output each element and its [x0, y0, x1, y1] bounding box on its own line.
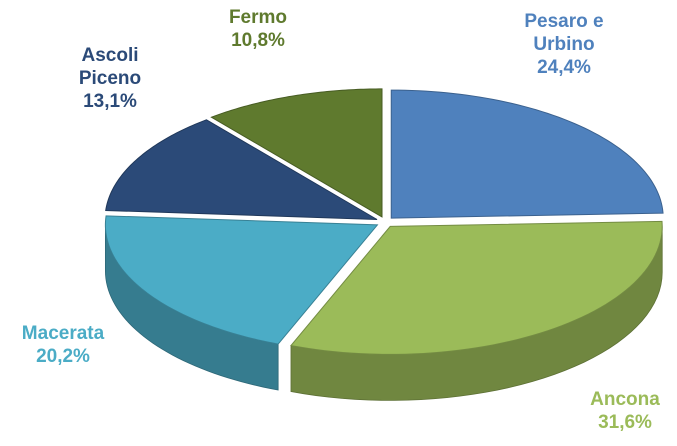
category-label: Fermo [228, 7, 288, 28]
slice-label: Macerata 20,2% [3, 322, 123, 368]
slice-label: Ascoli Piceno 13,1% [65, 44, 155, 113]
value-label: 31,6% [598, 412, 652, 433]
slice-tops [104, 88, 664, 355]
category-label: Ascoli Piceno [78, 45, 142, 89]
slice [210, 88, 383, 218]
category-label: Macerata [21, 323, 105, 344]
slice-label: Fermo 10,8% [203, 6, 313, 52]
category-label: Pesaro e Urbino [524, 11, 604, 55]
slice [390, 89, 664, 219]
value-label: 20,2% [36, 346, 90, 367]
value-label: 10,8% [231, 30, 285, 51]
slice-label: Ancona 31,6% [570, 388, 677, 434]
value-label: 13,1% [83, 91, 137, 112]
slice [105, 119, 378, 220]
slice-label: Pesaro e Urbino 24,4% [505, 10, 623, 79]
slice [104, 215, 379, 345]
slice [290, 220, 663, 355]
category-label: Ancona [590, 389, 660, 410]
value-label: 24,4% [537, 57, 591, 78]
